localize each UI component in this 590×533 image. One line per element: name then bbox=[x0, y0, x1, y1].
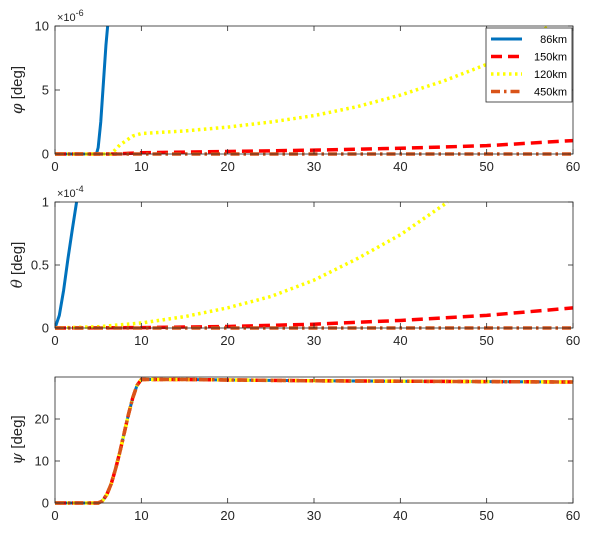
phi-ytick-label: 10 bbox=[35, 19, 49, 34]
legend-label-86km: 86km bbox=[540, 34, 567, 46]
theta-xtick-label: 0 bbox=[51, 333, 58, 348]
psi-ytick-label: 20 bbox=[35, 412, 49, 427]
phi-xtick-label: 0 bbox=[51, 159, 58, 174]
psi-xtick-label: 10 bbox=[134, 508, 148, 523]
psi-ylabel-symbol: ψ bbox=[8, 453, 26, 465]
psi-series-group bbox=[55, 377, 573, 505]
theta-series-120km bbox=[55, 200, 449, 330]
psi-xtick-label: 30 bbox=[307, 508, 321, 523]
phi-ytick-label: 0 bbox=[42, 147, 49, 162]
psi-xtick-label: 20 bbox=[220, 508, 234, 523]
theta-ytick-label: 1 bbox=[42, 195, 49, 210]
psi-ylabel: ψ [deg] bbox=[8, 415, 26, 464]
psi-xtick-label: 60 bbox=[566, 508, 580, 523]
theta-xtick-label: 40 bbox=[393, 333, 407, 348]
psi-series-450km bbox=[55, 377, 573, 505]
phi-xtick-label: 10 bbox=[134, 159, 148, 174]
theta-exponent-base: ×10 bbox=[57, 188, 76, 200]
phi-ylabel-symbol: φ bbox=[8, 103, 26, 114]
psi-plot-area bbox=[55, 377, 573, 503]
theta-exponent-power: -4 bbox=[76, 184, 84, 194]
phi-xtick-label: 50 bbox=[479, 159, 493, 174]
theta-series-86km bbox=[55, 201, 79, 329]
theta-ylabel-symbol: θ bbox=[8, 279, 26, 288]
theta-xtick-label: 30 bbox=[307, 333, 321, 348]
phi-ylabel: φ [deg] bbox=[8, 66, 26, 114]
phi-exponent-power: -6 bbox=[76, 8, 84, 18]
theta-xtick-label: 10 bbox=[134, 333, 148, 348]
legend-label-450km: 450km bbox=[534, 87, 567, 99]
phi-series-150km bbox=[55, 138, 573, 156]
psi-xtick-label: 0 bbox=[51, 508, 58, 523]
legend-label-120km: 120km bbox=[534, 69, 567, 81]
psi-ytick-label: 0 bbox=[42, 496, 49, 511]
theta-ytick-label: 0.5 bbox=[31, 258, 49, 273]
psi-xtick-label: 40 bbox=[393, 508, 407, 523]
theta-plot-area bbox=[55, 202, 573, 328]
theta-xtick-label: 60 bbox=[566, 333, 580, 348]
psi-chart: 0 10 20 30 40 50 60 0 10 20 ψ [deg] bbox=[8, 376, 580, 523]
theta-xtick-label: 50 bbox=[479, 333, 493, 348]
phi-ytick-label: 5 bbox=[42, 83, 49, 98]
theta-chart: 0 10 20 30 40 50 60 0 0.5 1 θ [deg] ×10-4 bbox=[8, 184, 580, 348]
phi-xtick-label: 30 bbox=[307, 159, 321, 174]
phi-xtick-label: 60 bbox=[566, 159, 580, 174]
psi-ylabel-unit: [deg] bbox=[9, 415, 26, 448]
phi-chart: 0 10 20 30 40 50 60 0 5 10 φ [deg] ×10-6 86km 150km 12… bbox=[8, 8, 580, 174]
phi-exponent-base: ×10 bbox=[57, 12, 76, 24]
theta-exponent: ×10-4 bbox=[57, 184, 84, 200]
legend: 86km 150km 120km 450km bbox=[485, 27, 573, 103]
phi-exponent: ×10-6 bbox=[57, 8, 84, 24]
theta-ylabel: θ [deg] bbox=[8, 242, 26, 289]
legend-label-150km: 150km bbox=[534, 52, 567, 64]
theta-ylabel-unit: [deg] bbox=[9, 242, 26, 275]
theta-ytick-label: 0 bbox=[42, 321, 49, 336]
phi-series-120km bbox=[55, 25, 549, 156]
phi-xtick-label: 40 bbox=[393, 159, 407, 174]
psi-xtick-label: 50 bbox=[479, 508, 493, 523]
psi-ytick-label: 10 bbox=[35, 454, 49, 469]
phi-ylabel-unit: [deg] bbox=[9, 66, 26, 99]
phi-xtick-label: 20 bbox=[220, 159, 234, 174]
theta-xtick-label: 20 bbox=[220, 333, 234, 348]
